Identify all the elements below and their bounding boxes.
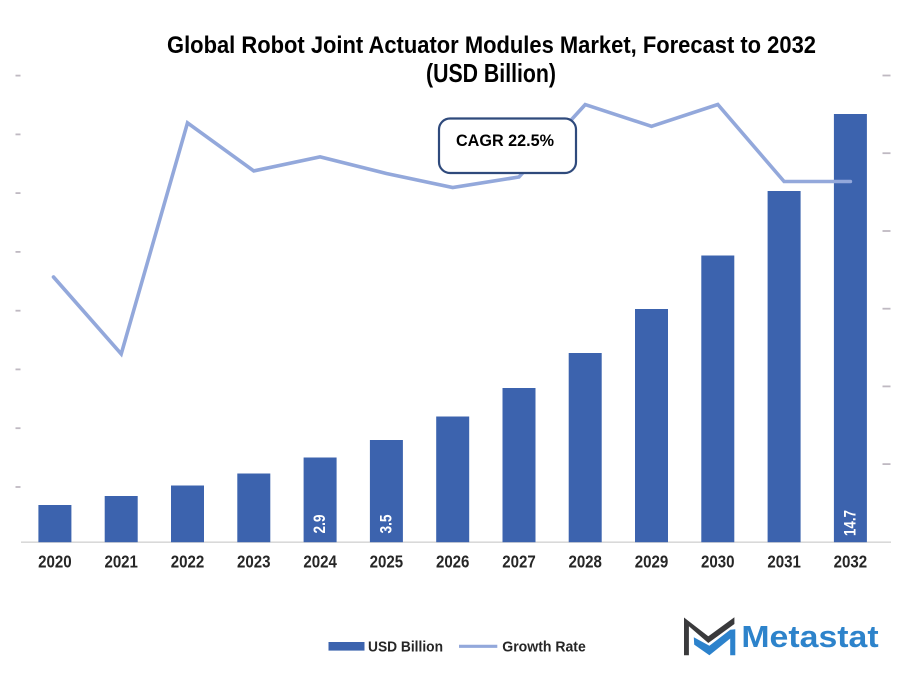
svg-text:2032: 2032 bbox=[834, 552, 868, 572]
svg-text:2029: 2029 bbox=[635, 552, 669, 572]
svg-text:USD Billion: USD Billion bbox=[368, 640, 443, 656]
svg-text:(USD Billion): (USD Billion) bbox=[426, 58, 556, 88]
svg-text:Metastat: Metastat bbox=[741, 619, 878, 654]
svg-text:CAGR 22.5%: CAGR 22.5% bbox=[456, 132, 554, 150]
svg-text:2020: 2020 bbox=[38, 552, 72, 572]
svg-text:2028: 2028 bbox=[568, 552, 602, 572]
svg-text:14.7: 14.7 bbox=[841, 510, 859, 536]
svg-text:2031: 2031 bbox=[767, 552, 801, 572]
svg-text:2021: 2021 bbox=[104, 552, 138, 572]
svg-text:2025: 2025 bbox=[370, 552, 404, 572]
svg-text:2030: 2030 bbox=[701, 552, 735, 572]
svg-text:2027: 2027 bbox=[502, 552, 536, 572]
svg-text:2.9: 2.9 bbox=[311, 515, 329, 534]
svg-text:Growth Rate: Growth Rate bbox=[502, 640, 586, 656]
svg-text:Global Robot Joint Actuator Mo: Global Robot Joint Actuator Modules Mark… bbox=[167, 32, 816, 59]
svg-text:2023: 2023 bbox=[237, 552, 271, 572]
svg-text:3.5: 3.5 bbox=[377, 515, 395, 534]
svg-text:2026: 2026 bbox=[436, 552, 470, 572]
svg-text:2024: 2024 bbox=[303, 552, 337, 572]
svg-text:2022: 2022 bbox=[171, 552, 205, 572]
